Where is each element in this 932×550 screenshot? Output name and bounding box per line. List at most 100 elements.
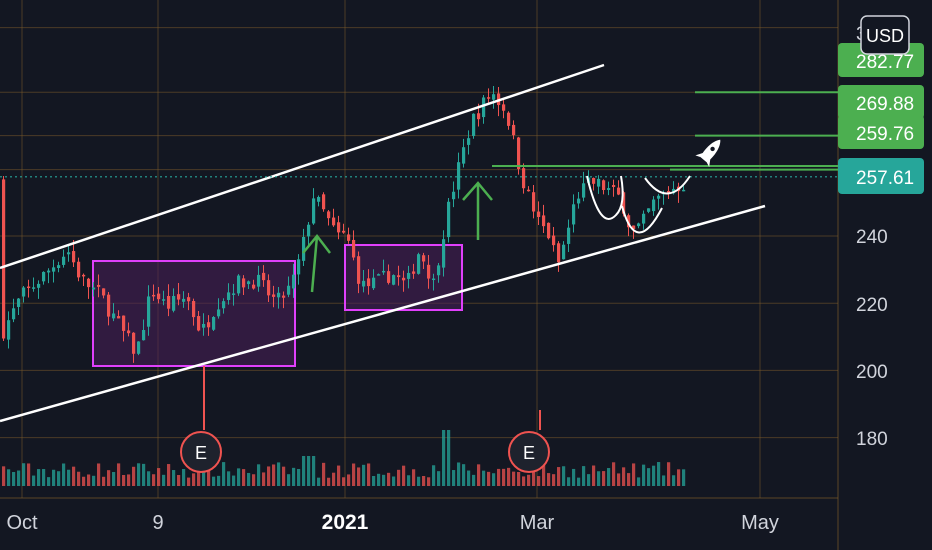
currency-button[interactable]: USD [860,15,910,55]
candle [537,211,541,218]
candle [57,265,61,269]
candle [477,113,481,120]
volume-bar [657,462,661,486]
x-tick-label: 2021 [322,511,369,534]
volume-bar [457,462,461,486]
svg-text:E: E [523,443,535,463]
volume-bar [412,469,416,486]
volume-bar [592,465,596,486]
candle [27,286,31,289]
candle [102,288,106,296]
volume-bar [602,471,606,486]
volume-bar [27,463,31,486]
volume-bar [237,468,241,486]
volume-bar [517,471,521,486]
volume-bar [442,430,446,486]
volume-bar [647,468,651,486]
candle [432,278,436,281]
candle [657,195,661,199]
candle [347,234,351,241]
candle [242,278,246,288]
volume-bars [2,430,686,486]
drawings [0,63,838,423]
volume-bar [87,474,91,486]
candle [482,97,486,118]
volume-bar [212,476,216,486]
x-tick-label: Mar [520,512,555,534]
volume-bar [102,476,106,486]
volume-bar [77,471,81,486]
cup-arc [644,175,691,195]
volume-bar [162,474,166,486]
candle [442,239,446,268]
volume-bar [117,463,121,486]
y-tick-label: 240 [856,227,888,248]
candle [262,272,266,281]
volume-bar [462,464,466,486]
svg-text:282.77: 282.77 [856,52,914,73]
volume-bar [17,470,21,486]
candle [582,183,586,198]
candle [547,222,551,239]
volume-bar [167,464,171,486]
candle [267,280,271,296]
volume-bar [382,474,386,486]
candle [162,299,166,301]
candle [152,294,156,297]
candle [132,332,136,354]
volume-bar [642,464,646,486]
earnings-marker[interactable]: E [508,410,550,473]
candles [2,85,686,363]
candle [2,179,6,339]
volume-bar [247,472,251,486]
candle [462,147,466,164]
candle [632,225,636,230]
candle [422,255,426,262]
volume-bar [637,477,641,486]
candle [517,137,521,170]
candle [87,278,91,288]
candle [382,270,386,273]
candle [627,215,631,228]
volume-bar [52,469,56,486]
candle [72,251,76,263]
candle [452,191,456,200]
volume-bar [367,463,371,486]
candle [187,297,191,302]
candle [557,243,561,263]
candle [22,287,26,297]
volume-bar [177,475,181,486]
candle [352,239,356,258]
candle [302,237,306,261]
candle [447,201,451,238]
candle [357,256,361,284]
candle [412,271,416,274]
volume-bar [632,463,636,486]
candle [507,112,511,126]
up-arrow [302,233,331,293]
earnings-marker[interactable]: E [180,366,222,473]
candle [17,298,21,307]
candle [492,94,496,100]
volume-bar [67,469,71,486]
candle [647,208,651,212]
volume-bar [622,467,626,486]
candle [337,222,341,233]
candle [212,317,216,330]
candle [277,292,281,298]
volume-bar [452,470,456,486]
candle [637,223,641,227]
volume-bar [317,477,321,486]
candle [167,295,171,309]
candle [107,294,111,317]
volume-bar [347,474,351,486]
volume-bar [182,469,186,486]
volume-bar [467,470,471,486]
candle [522,168,526,189]
volume-bar [407,475,411,486]
candle [607,188,611,190]
candle [667,191,671,194]
volume-bar [7,469,11,486]
volume-bar [57,471,61,486]
